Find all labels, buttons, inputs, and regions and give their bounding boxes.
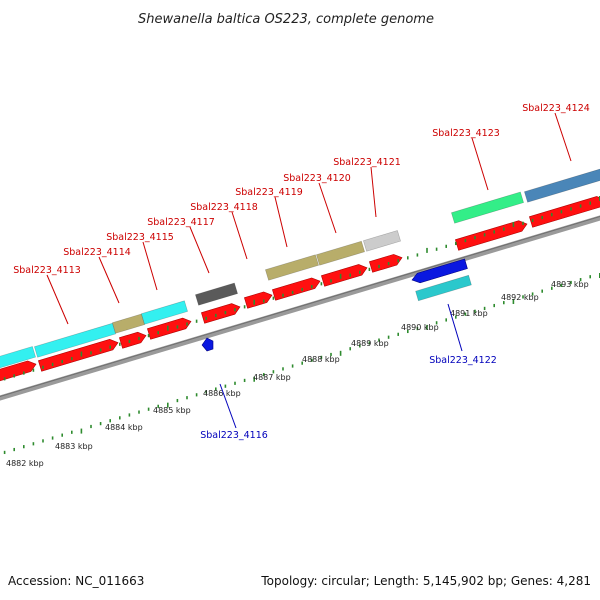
kbp-label: 4893 kbp: [551, 280, 589, 289]
leader-line: [98, 256, 120, 304]
cds-forward-5: [201, 303, 241, 324]
gene-label-top: Sbal223_4120: [283, 173, 351, 184]
kbp-label: 4890 kbp: [401, 323, 439, 332]
cds-forward-7: [272, 277, 321, 301]
cds-forward-1: [0, 360, 37, 382]
gene-label-top: Sbal223_4114: [63, 247, 131, 258]
feature-tracks: [0, 168, 600, 401]
tick-row-upper: [3, 196, 600, 381]
leader-line: [554, 112, 572, 162]
backbone-line: [0, 215, 600, 401]
kbp-label: 4885 kbp: [153, 406, 191, 415]
gene-label-top: Sbal223_4119: [235, 187, 303, 198]
kbp-label: 4887 kbp: [253, 373, 291, 382]
cds-forward-11: [529, 196, 600, 228]
leader-line: [471, 137, 489, 191]
tick-row-lower: [3, 273, 600, 455]
kbp-label: 4884 kbp: [105, 423, 143, 432]
feature-upper-9: [451, 191, 524, 224]
gene-label-top: Sbal223_4115: [106, 232, 174, 243]
leader-line: [219, 383, 237, 429]
cds-reverse-4122: [411, 258, 468, 284]
gene-label-bottom: Sbal223_4116: [200, 430, 268, 441]
cds-forward-8: [321, 264, 368, 287]
cds-forward-2: [38, 338, 119, 372]
kbp-label: 4883 kbp: [55, 442, 93, 451]
feature-upper-8: [363, 230, 401, 252]
gene-label-top: Sbal223_4118: [190, 202, 258, 213]
feature-reverse-4122b: [415, 274, 472, 302]
kbp-label: 4891 kbp: [450, 309, 488, 318]
cds-forward-9: [369, 254, 403, 273]
gene-label-bottom: Sbal223_4122: [429, 355, 497, 366]
cds-forward-10: [455, 220, 528, 251]
cds-forward-6: [244, 291, 273, 309]
gene-label-top: Sbal223_4123: [432, 128, 500, 139]
feature-upper-3: [112, 313, 145, 334]
gene-label-top: Sbal223_4117: [147, 217, 215, 228]
leader-line: [46, 274, 69, 325]
accession-text: Accession: NC_011663: [8, 574, 144, 588]
leader-line: [189, 226, 210, 274]
kbp-label: 4889 kbp: [351, 339, 389, 348]
leader-line: [274, 196, 288, 248]
feature-upper-1: [0, 346, 36, 369]
leader-line: [142, 241, 158, 291]
cds-forward-3: [119, 331, 147, 349]
gene-label-top: Sbal223_4124: [522, 103, 590, 114]
gene-labels: Sbal223_4113 Sbal223_4114 Sbal223_4115 Sbal…: [13, 103, 590, 441]
leader-line: [370, 166, 377, 218]
map-title: Shewanella baltica OS223, complete genom…: [138, 12, 434, 27]
gene-label-top: Sbal223_4121: [333, 157, 401, 168]
feature-upper-6: [265, 254, 319, 281]
cds-reverse-4116: [201, 337, 214, 352]
kbp-ticks: 4882 kbp 4883 kbp 4884 kbp 4885 kbp 4886 kbp…: [3, 196, 600, 468]
feature-upper-7: [316, 240, 365, 266]
feature-upper-4: [141, 300, 188, 325]
kbp-label: 4892 kbp: [501, 293, 539, 302]
backbone-edge: [0, 215, 600, 398]
kbp-label: 4882 kbp: [6, 459, 44, 468]
gene-label-top: Sbal223_4113: [13, 265, 81, 276]
genome-stats-text: Topology: circular; Length: 5,145,902 bp…: [260, 574, 591, 588]
leader-line: [447, 303, 463, 352]
leader-line: [318, 182, 337, 234]
feature-upper-10: [524, 168, 600, 203]
kbp-label: 4888 kbp: [302, 355, 340, 364]
feature-upper-5: [195, 282, 238, 306]
kbp-label: 4886 kbp: [203, 389, 241, 398]
feature-upper-2: [34, 322, 116, 358]
leader-line: [231, 211, 248, 260]
